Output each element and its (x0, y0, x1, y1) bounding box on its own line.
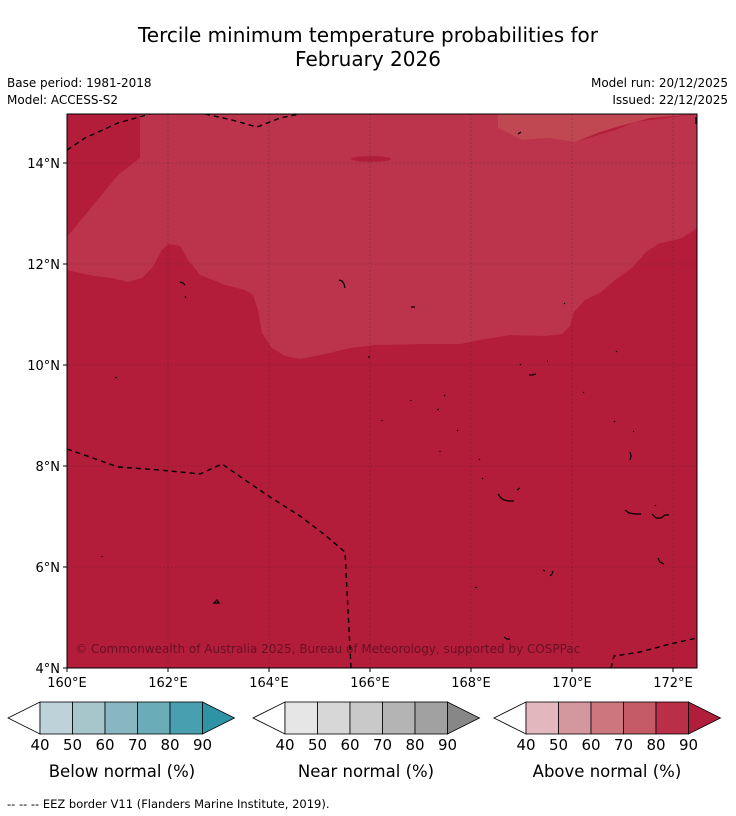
colorbar-segment (655, 701, 689, 735)
lon-tick-label: 162°E (148, 676, 188, 691)
colorbar-min-extension (252, 701, 286, 735)
lon-tick-label: 168°E (451, 676, 491, 691)
colorbar-tick-label: 40 (516, 736, 535, 754)
lat-tick-label: 14°N (27, 157, 60, 172)
gridlines (67, 114, 697, 668)
colorbar-segment (349, 701, 383, 735)
colorbar-tick-label: 90 (438, 736, 457, 754)
colorbar-tick-label: 70 (373, 736, 392, 754)
colorbar-tick-label: 90 (193, 736, 212, 754)
lat-tick-label: 8°N (36, 460, 61, 475)
colorbar-tick-label: 60 (95, 736, 114, 754)
colorbar-max-extension (688, 701, 722, 735)
lon-tick-label: 160°E (47, 676, 87, 691)
colorbar-segment (414, 701, 448, 735)
colorbar-segment (317, 701, 351, 735)
eez-footnote: -- -- -- EEZ border V11 (Flanders Marine… (7, 797, 330, 811)
title-line-2: February 2026 (295, 47, 441, 71)
map-frame (66, 113, 698, 669)
colorbar-min-extension (7, 701, 41, 735)
lon-axis: 160°E 162°E 164°E 166°E 168°E 170°E 172°… (47, 668, 693, 691)
colorbar-below-normal: 40 50 60 70 80 90 (7, 701, 236, 754)
colorbar-segment (104, 701, 138, 735)
lon-tick-label: 166°E (350, 676, 390, 691)
colorbar-tick-label: 50 (63, 736, 82, 754)
base-period: Base period: 1981-2018 (7, 76, 152, 90)
colorbar-max-extension (202, 701, 236, 735)
colorbar-tick-label: 50 (549, 736, 568, 754)
colorbar-tick-label: 70 (128, 736, 147, 754)
copyright-notice: © Commonwealth of Australia 2025, Bureau… (75, 642, 580, 656)
eez-borders (67, 114, 697, 668)
lon-tick-label: 164°E (249, 676, 289, 691)
colorbar-tick-label: 40 (275, 736, 294, 754)
model-run: Model run: 20/12/2025 (590, 76, 728, 90)
colorbar-segment (525, 701, 559, 735)
colorbar-label-near: Near normal (%) (297, 762, 435, 781)
lat-tick-label: 6°N (36, 561, 61, 576)
colorbar-tick-label: 90 (679, 736, 698, 754)
lon-tick-label: 170°E (552, 676, 592, 691)
colorbar-tick-label: 40 (30, 736, 49, 754)
islands (101, 117, 697, 640)
lat-tick-label: 12°N (27, 258, 60, 273)
colorbar-tick-label: 60 (340, 736, 359, 754)
colorbar-near-normal: 40 50 60 70 80 90 (252, 701, 481, 754)
colorbar-segment (284, 701, 318, 735)
above-normal-70-80-patch (498, 114, 697, 142)
colorbar-min-extension (493, 701, 527, 735)
lat-tick-label: 10°N (27, 359, 60, 374)
colorbar-segment (623, 701, 657, 735)
colorbar-tick-label: 80 (405, 736, 424, 754)
above-normal-80-90-region (67, 114, 697, 359)
colorbar-segment (39, 701, 73, 735)
colorbar-max-extension (447, 701, 481, 735)
model-name: Model: ACCESS-S2 (7, 93, 119, 107)
contour-patch (351, 156, 391, 162)
colorbar-segment (590, 701, 624, 735)
colorbar-segment (558, 701, 592, 735)
colorbar-tick-label: 70 (614, 736, 633, 754)
colorbar-above-normal: 40 50 60 70 80 90 (493, 701, 722, 754)
lat-axis: 14°N 12°N 10°N 8°N 6°N 4°N (27, 157, 67, 677)
lat-tick-label: 4°N (36, 662, 61, 677)
colorbar-tick-label: 80 (646, 736, 665, 754)
colorbar-segment (382, 701, 416, 735)
map-area (67, 114, 697, 668)
colorbar-label-above: Above normal (%) (532, 762, 682, 781)
colorbar-tick-label: 50 (308, 736, 327, 754)
colorbar-segment (72, 701, 106, 735)
issued-date: Issued: 22/12/2025 (612, 93, 728, 107)
title-line-1: Tercile minimum temperature probabilitie… (137, 23, 599, 47)
colorbar-label-below: Below normal (%) (48, 762, 196, 781)
colorbar-segment (137, 701, 171, 735)
colorbar-tick-label: 80 (160, 736, 179, 754)
colorbar-tick-label: 60 (581, 736, 600, 754)
lon-tick-label: 172°E (653, 676, 693, 691)
colorbar-segment (169, 701, 203, 735)
